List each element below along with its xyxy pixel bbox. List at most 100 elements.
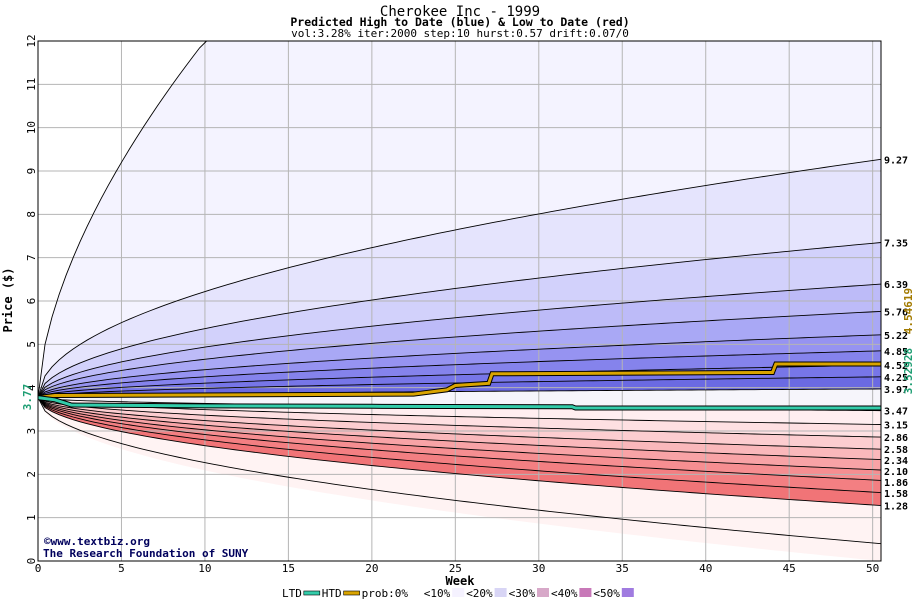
right-value-label: 1.58	[884, 489, 908, 500]
y-tick-label: 1	[25, 514, 38, 521]
lower-probability-band	[38, 397, 881, 438]
lower-probability-band	[38, 397, 881, 506]
percentile-curve	[37, 350, 882, 399]
right-value-label: 1.86	[884, 478, 908, 489]
legend-label: HTD	[322, 587, 342, 600]
percentile-curve	[37, 397, 882, 481]
percentile-curve	[37, 397, 882, 506]
x-tick-label: 15	[282, 562, 295, 575]
x-tick-labels: 0 5 10 15 20 25 30 35 40 45 50	[35, 562, 880, 575]
right-value-label: 3.15	[884, 421, 908, 432]
y-tick-label: 0	[25, 558, 38, 565]
percentile-curve	[37, 310, 882, 398]
percentile-curve	[37, 242, 882, 398]
legend-swatch	[494, 588, 507, 597]
chart-params: vol:3.28% iter:2000 step:10 hurst:0.57 d…	[291, 27, 629, 40]
right-value-label: 3.97	[884, 385, 908, 396]
percentile-curve	[37, 397, 882, 425]
right-value-label: 4.85	[884, 347, 908, 358]
right-value-label: 5.76	[884, 307, 908, 318]
right-value-label: 2.34	[884, 456, 908, 467]
percentile-curve	[37, 334, 882, 398]
right-value-label: 4.25	[884, 373, 908, 384]
right-value-label: 2.58	[884, 445, 908, 456]
percentile-curve	[37, 283, 882, 398]
chart-subtitle: Predicted High to Date (blue) & Low to D…	[290, 15, 629, 29]
x-tick-label: 50	[866, 562, 879, 575]
x-tick-label: 35	[616, 562, 629, 575]
series-line-ltd	[37, 396, 881, 410]
upper-probability-band	[38, 41, 881, 398]
series-lines	[37, 361, 881, 411]
y-tick-label: 11	[25, 78, 38, 91]
legend-swatch	[621, 588, 634, 597]
series-line-htd	[37, 362, 881, 400]
legend-label: <20%	[466, 587, 493, 600]
percentile-curve	[37, 397, 882, 450]
legend-swatch	[303, 590, 321, 596]
percentile-curve	[37, 158, 882, 398]
plot-frame	[37, 40, 882, 562]
legend-label: <10%	[424, 587, 451, 600]
x-tick-label: 45	[783, 562, 796, 575]
lower-probability-band	[38, 397, 881, 561]
right-value-label: 5.22	[884, 331, 908, 342]
right-value-label: 2.10	[884, 467, 908, 478]
start-price-label: 3.77	[21, 384, 34, 411]
x-tick-label: 10	[198, 562, 211, 575]
right-value-label: 3.47	[884, 407, 908, 418]
y-tick-label: 4	[25, 384, 38, 391]
y-tick-label: 2	[25, 471, 38, 478]
htd-end-label: 4.54619	[902, 288, 915, 334]
legend-label: <50%	[593, 587, 620, 600]
x-axis-label: Week	[446, 574, 476, 588]
y-tick-label: 5	[25, 341, 38, 348]
right-value-label: 6.39	[884, 280, 908, 291]
x-tick-label: 0	[35, 562, 42, 575]
percentile-curve	[37, 397, 882, 545]
lower-probability-band	[38, 397, 881, 481]
y-tick-label: 7	[25, 254, 38, 261]
percentile-curve	[37, 397, 882, 493]
legend: LTD HTD prob:0% <10% <20% <30% <40% <50%	[282, 587, 634, 600]
credit-foundation: The Research Foundation of SUNY	[43, 547, 249, 560]
legend-label: <30%	[509, 587, 536, 600]
legend-label: prob:0%	[362, 587, 409, 600]
credit-website: ©www.textbiz.org	[44, 535, 150, 548]
lower-probability-band	[38, 397, 881, 450]
lower-probability-band	[38, 397, 881, 544]
y-tick-label: 8	[25, 211, 38, 218]
right-value-label: 7.35	[884, 239, 908, 250]
legend-swatch	[537, 588, 549, 597]
y-tick-label: 9	[25, 168, 38, 175]
legend-swatch	[409, 588, 422, 597]
upper-probability-band	[38, 311, 881, 398]
legend-swatch	[579, 588, 592, 597]
x-tick-label: 40	[699, 562, 712, 575]
y-tick-label: 12	[25, 34, 38, 47]
upper-probability-band	[38, 284, 881, 398]
y-tick-label: 10	[25, 121, 38, 134]
legend-swatch	[343, 590, 360, 596]
upper-probability-band	[38, 334, 881, 398]
x-tick-label: 5	[118, 562, 125, 575]
x-tick-label: 25	[449, 562, 462, 575]
percentile-curve	[37, 397, 882, 438]
lower-probability-band	[38, 397, 881, 460]
lower-probability-band	[38, 397, 881, 493]
ltd-end-label: 3.52928	[902, 348, 915, 394]
y-tick-label: 3	[25, 428, 38, 435]
right-value-label: 1.28	[884, 502, 908, 513]
x-tick-label: 30	[532, 562, 545, 575]
right-value-label: 4.52	[884, 361, 908, 372]
right-value-label: 2.86	[884, 433, 908, 444]
upper-probability-band	[38, 242, 881, 398]
y-tick-label: 6	[25, 298, 38, 305]
lower-probability-band	[38, 397, 881, 470]
percentile-curve	[37, 364, 882, 399]
chart-title: Cherokee Inc - 1999	[380, 4, 540, 20]
x-tick-label: 20	[365, 562, 378, 575]
